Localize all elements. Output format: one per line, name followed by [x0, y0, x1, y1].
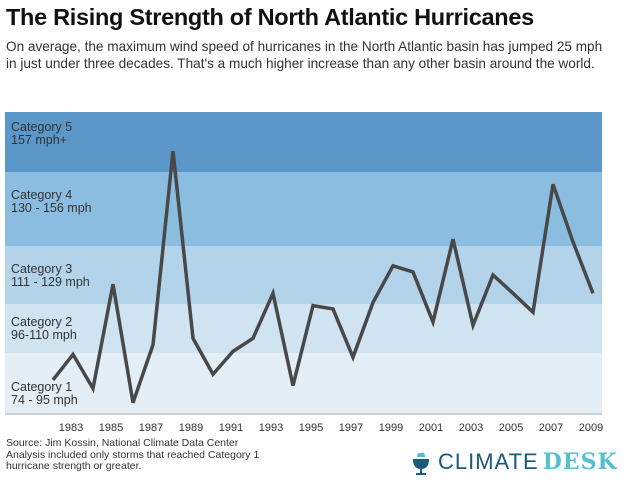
x-tick-label: 2001 — [419, 422, 443, 434]
source-note: Source: Jim Kossin, National Climate Dat… — [6, 437, 260, 473]
band-range: 157 mph+ — [11, 133, 67, 147]
band-range: 74 - 95 mph — [11, 393, 78, 407]
band-range: 130 - 156 mph — [11, 201, 92, 215]
band-category-4 — [5, 172, 602, 246]
logo-word-desk: DESK — [542, 449, 618, 475]
wind-speed-line — [51, 150, 595, 404]
x-tick-label: 2009 — [579, 422, 603, 434]
band-category-5 — [5, 112, 602, 172]
band-category-1 — [5, 353, 602, 414]
logo-word-climate: CLIMATE — [438, 449, 539, 474]
x-tick-label: 1987 — [139, 422, 163, 434]
band-label: Category 4 — [11, 188, 72, 202]
x-tick-label: 1983 — [59, 422, 83, 434]
source-line: hurricane strength or greater. — [6, 460, 142, 472]
microphone-icon — [413, 452, 429, 475]
x-tick-label: 2005 — [499, 422, 523, 434]
x-tick-label: 2007 — [539, 422, 563, 434]
x-tick-label: 1991 — [219, 422, 243, 434]
x-tick-label: 1993 — [259, 422, 283, 434]
band-category-3 — [5, 246, 602, 304]
chart-subtitle: On average, the maximum wind speed of hu… — [6, 39, 603, 71]
band-range: 111 - 129 mph — [11, 275, 90, 289]
source-line: Analysis included only storms that reach… — [6, 448, 260, 461]
band-label: Category 5 — [11, 120, 72, 134]
source-line: Source: Jim Kossin, National Climate Dat… — [6, 437, 239, 449]
x-tick-label: 2003 — [459, 422, 483, 434]
climate-desk-logo: CLIMATE DESK — [410, 449, 618, 475]
x-tick-label: 1997 — [339, 422, 363, 434]
band-label: Category 3 — [11, 262, 72, 276]
band-range: 96-110 mph — [11, 328, 77, 342]
band-label: Category 2 — [11, 315, 72, 329]
x-tick-label: 1995 — [299, 422, 323, 434]
x-tick-label: 1999 — [379, 422, 403, 434]
chart-title: The Rising Strength of North Atlantic Hu… — [6, 4, 534, 30]
x-tick-label: 1985 — [99, 422, 123, 434]
x-tick-label: 1989 — [179, 422, 203, 434]
band-label: Category 1 — [11, 380, 72, 394]
